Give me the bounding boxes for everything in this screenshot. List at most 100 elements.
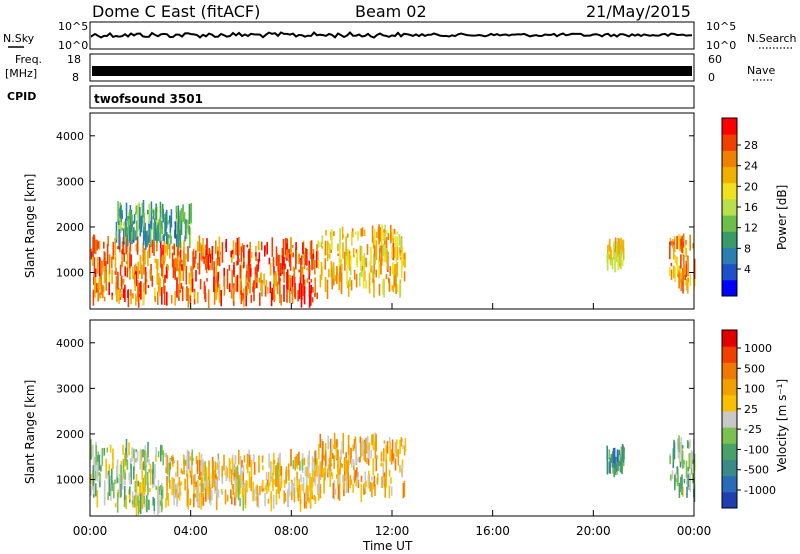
data-cell (674, 254, 677, 264)
data-cell (401, 246, 404, 267)
data-cell (137, 210, 139, 232)
data-cell (608, 254, 611, 260)
data-cell (679, 235, 681, 251)
data-cell (357, 482, 360, 488)
data-cell (340, 449, 342, 459)
xtick-label: 08:00 (274, 524, 309, 538)
data-cell (159, 226, 162, 241)
data-cell (119, 206, 122, 223)
data-cell (91, 480, 94, 486)
data-cell (295, 242, 297, 250)
data-cell (153, 498, 156, 511)
data-cell (243, 455, 246, 463)
data-cell (360, 475, 363, 482)
data-cell (143, 449, 146, 465)
data-cell (365, 280, 367, 289)
velocity-ylabel: Slant Range [km] (23, 380, 37, 484)
data-cell (169, 244, 171, 259)
data-cell (266, 485, 268, 494)
data-cell (139, 482, 141, 497)
data-cell (202, 238, 204, 256)
data-cell (163, 279, 165, 294)
data-cell (123, 252, 125, 262)
data-cell (299, 460, 301, 471)
data-cell (324, 258, 326, 270)
data-cell (261, 283, 263, 293)
data-cell (365, 480, 367, 488)
data-cell (311, 456, 314, 471)
data-cell (214, 474, 217, 478)
data-cell (618, 250, 621, 253)
data-cell (200, 477, 203, 497)
power-y-axis: 1000 2000 3000 4000 (56, 130, 694, 280)
data-cell (387, 233, 390, 240)
data-cell (682, 486, 684, 497)
data-cell (179, 257, 181, 262)
data-cell (385, 459, 388, 478)
data-cell (211, 246, 214, 260)
data-cell (133, 452, 136, 471)
data-cell (155, 485, 158, 491)
data-cell (379, 260, 381, 275)
data-cell (363, 484, 365, 495)
data-cell (131, 500, 134, 505)
data-cell (92, 444, 94, 458)
freq-tick-top: 18 (67, 53, 81, 66)
colorbar-tick-label: 20 (744, 180, 758, 193)
data-cell (162, 450, 164, 466)
data-cell (193, 493, 195, 508)
data-cell (127, 215, 130, 231)
data-cell (401, 438, 404, 442)
data-cell (249, 254, 251, 263)
data-cell (309, 486, 312, 507)
data-cell (130, 254, 132, 267)
data-cell (607, 245, 609, 258)
data-cell (319, 471, 321, 480)
data-cell (213, 277, 215, 292)
data-cell (319, 461, 321, 475)
data-cell (144, 249, 146, 265)
data-cell (198, 255, 201, 275)
velocity-y-axis: 1000 2000 3000 4000 (56, 337, 694, 487)
data-cell (353, 269, 356, 280)
data-cell (158, 219, 160, 224)
data-cell (180, 481, 183, 486)
data-cell (331, 472, 334, 480)
data-cell (96, 256, 99, 274)
colorbar-segment (722, 215, 737, 232)
data-cell (351, 231, 353, 243)
data-cell (217, 272, 219, 282)
data-cell (606, 254, 609, 263)
data-cell (209, 253, 212, 263)
data-cell (393, 246, 396, 259)
data-cell (121, 241, 124, 247)
data-cell (396, 231, 399, 235)
data-cell (152, 469, 154, 485)
data-cell (681, 235, 683, 253)
data-cell (136, 450, 139, 462)
data-cell (686, 440, 689, 448)
data-cell (285, 471, 287, 484)
colorbar-segment (722, 459, 737, 477)
data-cell (288, 274, 290, 290)
data-cell (248, 471, 251, 488)
data-cell (674, 474, 676, 491)
noise-tick-top-right: 10^5 (706, 20, 736, 33)
data-cell (231, 253, 233, 263)
data-cell (676, 258, 679, 275)
data-cell (289, 291, 291, 303)
data-cell (382, 244, 385, 257)
data-cell (338, 273, 340, 291)
data-cell (360, 483, 363, 503)
data-cell (165, 212, 167, 232)
data-cell (254, 267, 257, 275)
data-cell (98, 454, 101, 471)
data-cell (315, 251, 318, 268)
data-cell (266, 286, 269, 294)
data-cell (123, 496, 126, 508)
data-cell (608, 449, 610, 460)
data-cell (262, 465, 264, 471)
data-cell (124, 485, 126, 500)
data-cell (301, 255, 303, 265)
xtick-label: 00:00 (73, 524, 108, 538)
